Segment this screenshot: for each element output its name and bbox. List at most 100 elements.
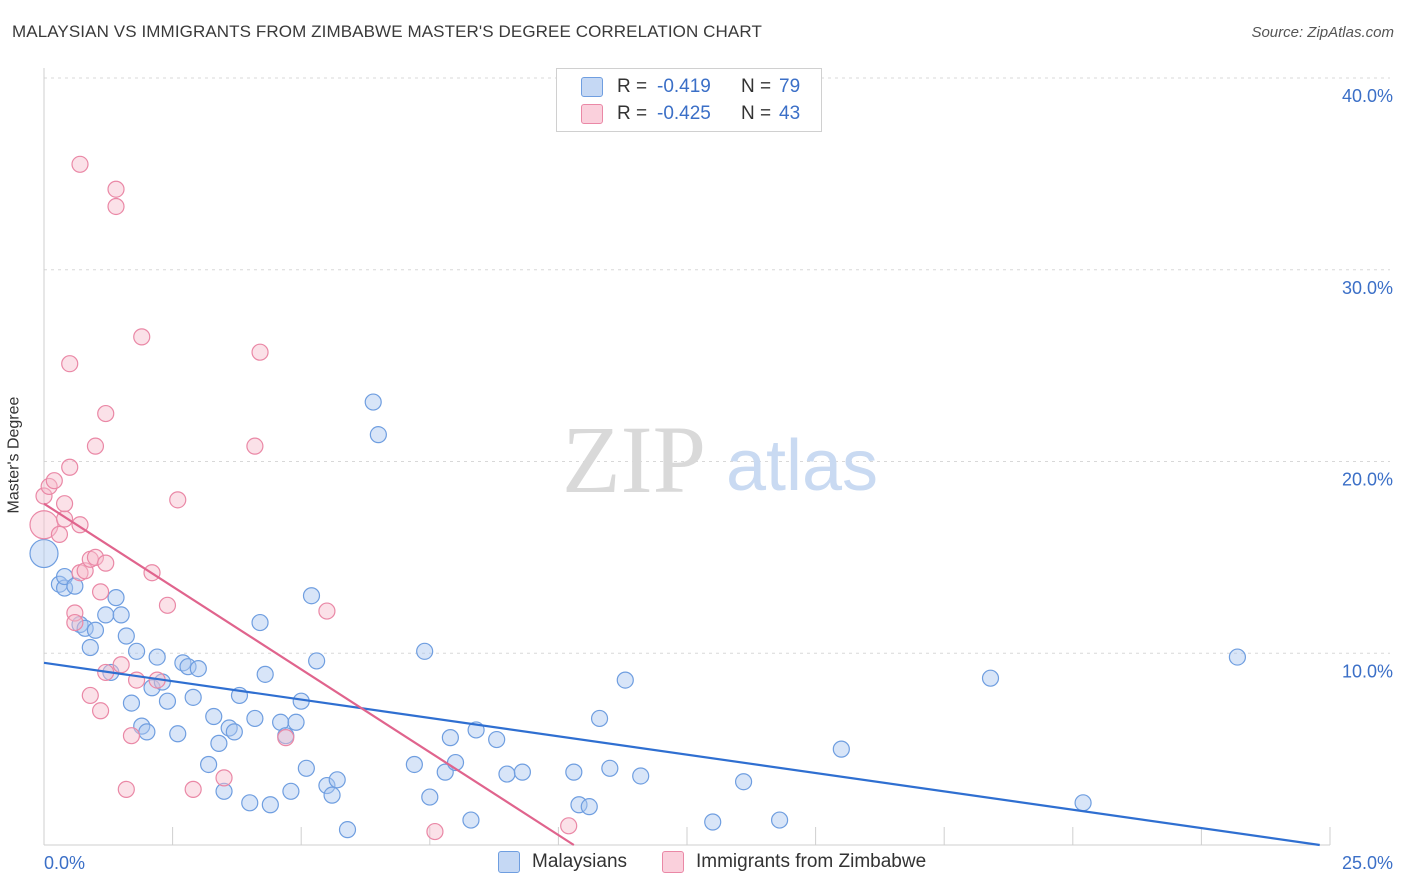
malaysians-point — [256, 665, 274, 683]
zimbabwe-point — [71, 155, 89, 173]
malaysians-point — [513, 763, 531, 781]
legend-item-zimbabwe[interactable]: Immigrants from Zimbabwe — [662, 851, 926, 873]
malaysians-point — [462, 811, 480, 829]
malaysians-point — [364, 393, 382, 411]
axes — [43, 68, 1331, 846]
malaysians-point — [184, 688, 202, 706]
zimbabwe-point — [97, 404, 115, 423]
malaysians-point — [498, 765, 516, 783]
malaysians-point — [148, 648, 166, 666]
zimbabwe-point — [133, 328, 151, 346]
zimbabwe-point — [251, 343, 269, 361]
zimbabwe-point — [66, 613, 84, 632]
trend-line-zimbabwe — [43, 502, 575, 846]
zimbabwe-point — [86, 548, 105, 566]
zimbabwe-point — [81, 686, 99, 705]
zimbabwe-point — [86, 437, 105, 455]
zimbabwe-point — [246, 437, 264, 455]
zimbabwe-point — [158, 596, 177, 614]
malaysians-point — [704, 813, 722, 831]
y-tick-label: 40.0% — [1342, 86, 1393, 106]
malaysians-point — [127, 642, 146, 660]
zimbabwe-point — [215, 769, 233, 787]
malaysians-point — [179, 658, 197, 676]
malaysians-point — [369, 426, 387, 444]
malaysians-point — [416, 642, 434, 660]
legend-swatch-pink — [662, 851, 684, 873]
legend-row-malaysians: R = -0.419 N = 79 — [581, 75, 800, 99]
series-zimbabwe — [29, 155, 578, 841]
zimbabwe-point — [426, 822, 444, 841]
malaysians-point — [832, 740, 850, 758]
malaysians-point — [200, 755, 218, 774]
malaysians-point — [251, 613, 269, 632]
malaysians-point — [981, 669, 1000, 687]
malaysians-point — [570, 796, 588, 814]
zimbabwe-point — [122, 727, 141, 745]
malaysians-point — [205, 707, 223, 726]
malaysians-point — [282, 782, 300, 800]
gridlines — [44, 77, 1390, 654]
malaysians-point — [287, 713, 305, 731]
y-axis-label: Master's Degree — [5, 396, 23, 514]
legend-swatch-blue — [581, 77, 603, 97]
zimbabwe-point — [112, 656, 130, 674]
malaysians-point — [421, 788, 439, 806]
legend-row-zimbabwe: R = -0.425 N = 43 — [581, 102, 800, 126]
malaysians-point — [302, 587, 321, 605]
watermark: ZIP atlas — [562, 406, 878, 513]
zimbabwe-point — [45, 472, 63, 490]
malaysians-point — [107, 589, 125, 607]
legend-label-malaysians: Malaysians — [532, 851, 628, 872]
zimbabwe-point — [107, 180, 125, 198]
zimbabwe-point — [318, 602, 336, 620]
zimbabwe-point — [184, 780, 202, 798]
malaysians-point — [328, 771, 346, 789]
zimbabwe-point — [91, 702, 110, 720]
malaysians-point — [632, 767, 650, 785]
y-tick-label: 20.0% — [1342, 470, 1393, 490]
malaysians-point — [117, 627, 135, 645]
source-credit: Source: ZipAtlas.com — [1251, 24, 1394, 41]
zimbabwe-point — [61, 355, 79, 373]
tick-labels: 10.0% 20.0% 30.0% 40.0% 0.0% 25.0% — [44, 86, 1393, 873]
malaysians-point — [601, 759, 619, 777]
legend-swatch-blue — [498, 851, 520, 873]
malaysians-point — [215, 782, 233, 800]
zimbabwe-point — [29, 510, 59, 540]
chart-title: MALAYSIAN VS IMMIGRANTS FROM ZIMBABWE MA… — [12, 22, 762, 41]
zimbabwe-point — [117, 780, 135, 798]
malaysians-point — [76, 619, 94, 637]
malaysians-point — [29, 538, 59, 569]
watermark-atlas: atlas — [726, 426, 878, 506]
malaysians-point — [565, 763, 583, 781]
zimbabwe-point — [277, 729, 295, 747]
y-tick-label: 30.0% — [1342, 278, 1393, 298]
malaysians-point — [225, 723, 243, 741]
malaysians-point — [97, 606, 115, 624]
legend-item-malaysians[interactable]: Malaysians — [498, 851, 627, 873]
legend-r-value: -0.419 — [657, 76, 711, 97]
legend-n-value: 43 — [779, 103, 801, 124]
zimbabwe-point — [50, 525, 69, 543]
malaysians-point — [297, 759, 315, 777]
legend-swatch-pink — [581, 104, 603, 124]
malaysians-point — [590, 709, 609, 728]
legend-r-value: -0.425 — [657, 103, 711, 124]
malaysians-point — [169, 725, 187, 743]
malaysians-point — [261, 796, 279, 814]
trend-line-malaysians — [43, 661, 1320, 847]
malaysians-point — [112, 606, 130, 624]
malaysians-point — [1074, 794, 1092, 812]
malaysians-point — [770, 811, 789, 829]
zimbabwe-point — [55, 495, 74, 513]
y-tick-label: 10.0% — [1342, 661, 1393, 681]
series-legend: Malaysians Immigrants from Zimbabwe — [0, 851, 1406, 877]
malaysians-point — [338, 821, 357, 839]
malaysians-point — [81, 638, 99, 657]
malaysians-point — [158, 692, 177, 710]
trend-lines — [43, 502, 1320, 847]
x-tick-label-max: 25.0% — [1342, 853, 1393, 873]
watermark-zip: ZIP — [562, 406, 706, 513]
